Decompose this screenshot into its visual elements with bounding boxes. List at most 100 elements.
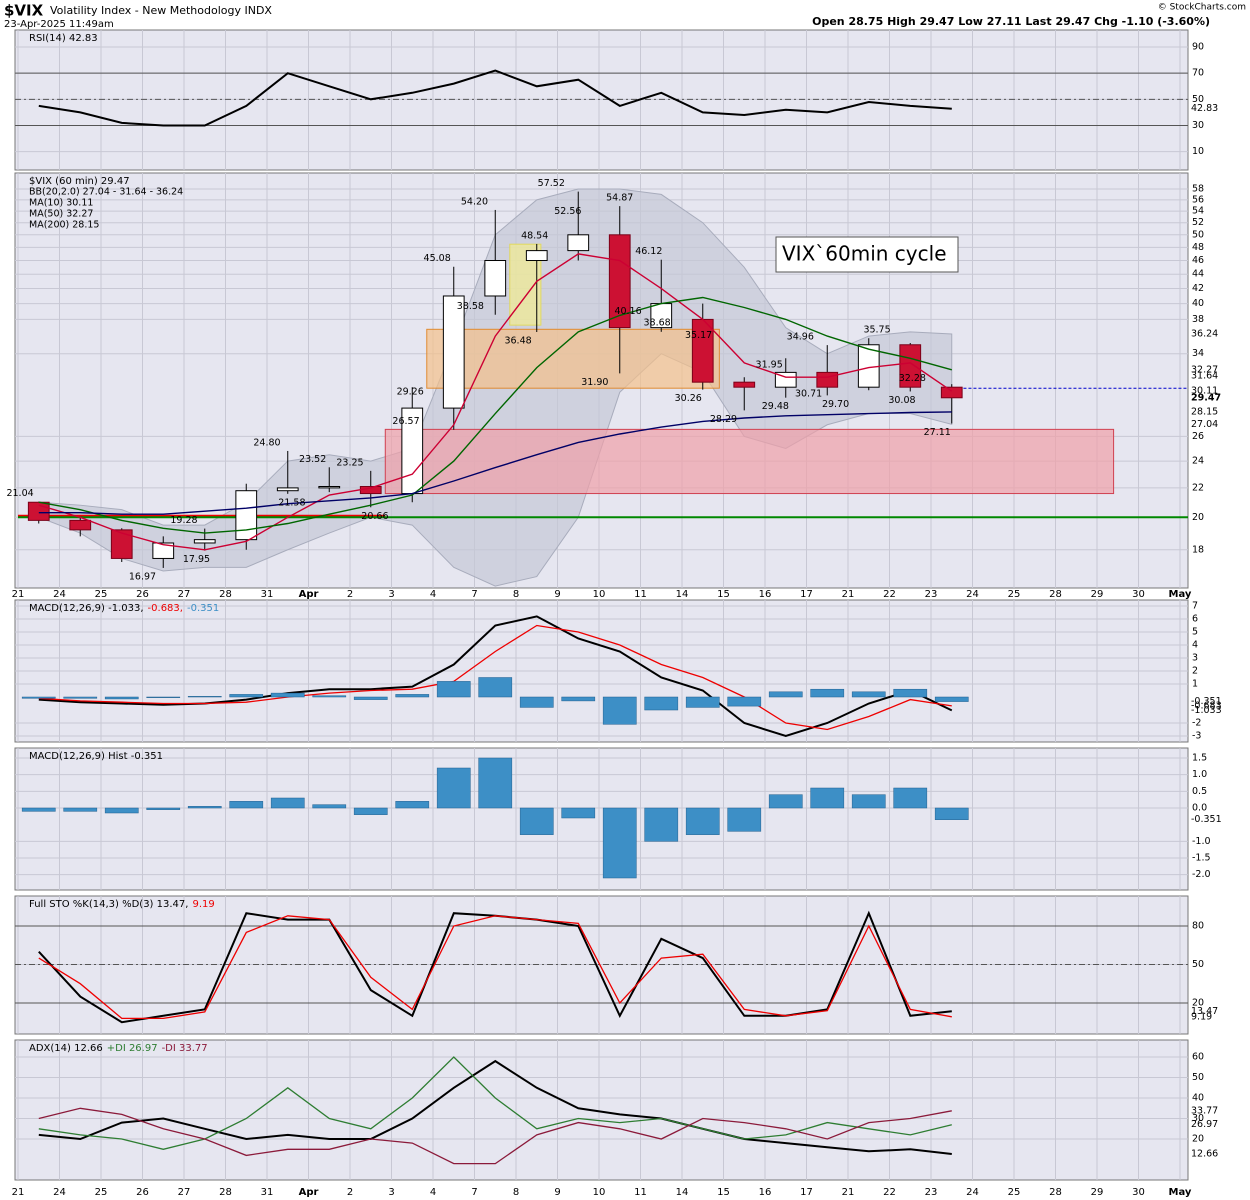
price-annotation: 29.48 — [762, 401, 789, 412]
legend-entry: BB(20,2.0) 27.04 - 31.64 - 36.24 — [29, 187, 183, 198]
bar — [478, 757, 513, 809]
bar — [63, 807, 98, 812]
title-part: -0.351 — [187, 603, 219, 614]
title-part: Full STO %K(14,3) %D(3) 13.47, — [29, 899, 188, 910]
zone — [426, 328, 720, 389]
x-tick-label: 2 — [347, 589, 353, 600]
x-tick-label: 21 — [842, 1187, 855, 1198]
series-line — [38, 915, 952, 1020]
y-tick-label: 22 — [1192, 482, 1204, 493]
candle-body — [899, 344, 922, 388]
note-box — [775, 236, 959, 273]
title-part: MACD(12,26,9) Hist -0.351 — [29, 751, 163, 762]
legend-entry: MA(50) 32.27 — [29, 209, 93, 220]
y-tick-label: 34 — [1192, 348, 1204, 359]
price-annotation: 38.68 — [643, 317, 670, 328]
bar — [893, 688, 928, 698]
y-tick-label: -1.0 — [1192, 836, 1211, 847]
bar — [602, 807, 637, 879]
last-value-label: 32.27 — [1191, 364, 1218, 375]
price-annotation: 30.71 — [795, 389, 822, 400]
plot-area — [15, 1040, 1188, 1180]
x-tick-label: 21 — [12, 1187, 25, 1198]
x-tick-label: 9 — [554, 589, 560, 600]
last-value-label: 42.83 — [1191, 103, 1218, 114]
y-tick-label: 30 — [1192, 1113, 1204, 1124]
series-line — [38, 1107, 952, 1165]
x-tick-label: 4 — [430, 589, 436, 600]
x-tick-label: 10 — [593, 1187, 606, 1198]
y-tick-label: -3 — [1192, 731, 1201, 742]
y-tick-label: 90 — [1192, 42, 1204, 53]
last-value-label: 28.15 — [1191, 406, 1218, 417]
x-tick-label: May — [1169, 1187, 1192, 1198]
price-annotation: 21.58 — [278, 497, 305, 508]
x-tick-label: 23 — [925, 1187, 938, 1198]
x-tick-label: 8 — [513, 1187, 519, 1198]
bar — [395, 801, 430, 809]
panel-title: Full STO %K(14,3) %D(3) 13.47, 9.19 — [29, 899, 215, 910]
title-part: $VIX (60 min) 29.47 — [29, 176, 130, 187]
x-tick-label: 9 — [554, 1187, 560, 1198]
y-tick-label: 44 — [1192, 269, 1204, 280]
price-annotation: 19.28 — [170, 515, 197, 526]
y-tick-label: 24 — [1192, 456, 1204, 467]
y-tick-label: 20 — [1192, 1134, 1204, 1145]
x-tick-label: 2 — [347, 1187, 353, 1198]
bar — [519, 807, 554, 835]
title-part: MACD(12,26,9) -1.033, — [29, 603, 144, 614]
bar — [146, 807, 181, 810]
x-tick-label: 30 — [1132, 589, 1145, 600]
bar — [353, 807, 388, 815]
x-tick-label: 10 — [593, 589, 606, 600]
y-tick-label: 50 — [1192, 1072, 1204, 1083]
plot-area — [15, 173, 1188, 588]
title-part: +DI 26.97 — [107, 1043, 158, 1054]
title-part: 9.19 — [192, 899, 214, 910]
legend-entry: MA(200) 28.15 — [29, 220, 99, 231]
x-tick-label: 14 — [676, 589, 689, 600]
bar — [685, 696, 720, 708]
x-tick-label: 3 — [388, 589, 394, 600]
bar — [229, 694, 264, 698]
price-annotation: 34.96 — [787, 332, 814, 343]
bar — [727, 696, 762, 707]
x-tick-label: 25 — [1008, 1187, 1021, 1198]
y-tick-label: 48 — [1192, 242, 1204, 253]
panel-title: $VIX (60 min) 29.47 — [29, 176, 130, 187]
x-tick-label: 24 — [966, 1187, 979, 1198]
bar — [768, 691, 803, 698]
plot-area — [15, 600, 1188, 742]
bar — [104, 807, 139, 814]
bar — [810, 688, 845, 698]
price-annotation: 21.04 — [6, 488, 33, 499]
series-line — [38, 1059, 952, 1155]
bar — [851, 794, 886, 809]
bar — [312, 695, 347, 698]
y-tick-label: 80 — [1192, 921, 1204, 932]
bar — [436, 767, 471, 809]
x-tick-label: 16 — [759, 589, 772, 600]
y-tick-label: 60 — [1192, 1052, 1204, 1063]
panel-title: ADX(14) 12.66 +DI 26.97 -DI 33.77 — [29, 1043, 208, 1054]
bar — [727, 807, 762, 832]
y-tick-label: 40 — [1192, 298, 1204, 309]
y-tick-label: 4 — [1192, 639, 1198, 650]
price-annotation: 26.57 — [392, 416, 419, 427]
price-annotation: 17.95 — [183, 554, 210, 565]
y-tick-label: -1.5 — [1192, 853, 1211, 864]
panel-title: RSI(14) 42.83 — [29, 33, 98, 44]
y-tick-label: 46 — [1192, 255, 1204, 266]
price-annotation: 40.16 — [614, 306, 641, 317]
y-tick-label: 50 — [1192, 229, 1204, 240]
x-tick-label: 26 — [136, 589, 149, 600]
bar — [187, 806, 222, 809]
x-tick-label: 26 — [136, 1187, 149, 1198]
series-line — [38, 296, 952, 534]
x-tick-label: 17 — [800, 589, 813, 600]
last-value-label: 30.11 — [1191, 386, 1218, 397]
bar — [561, 696, 596, 702]
y-tick-label: 50 — [1192, 94, 1204, 105]
x-tick-label: 28 — [219, 589, 232, 600]
price-annotation: 57.52 — [538, 178, 565, 189]
